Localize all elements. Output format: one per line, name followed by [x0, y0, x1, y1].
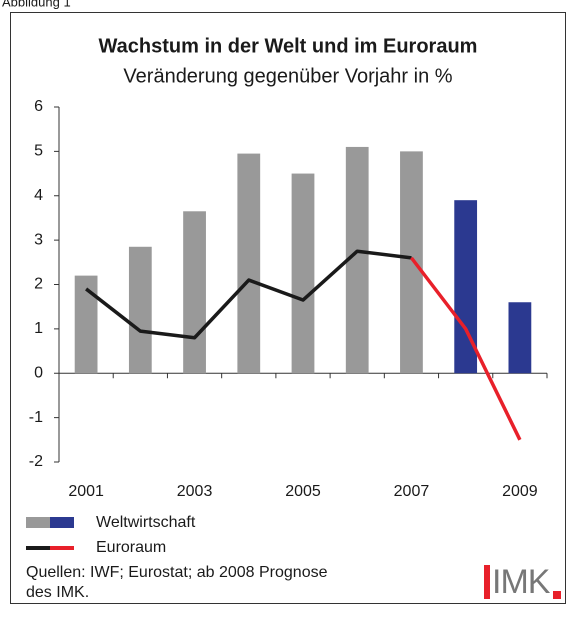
y-tick-label: 6 — [34, 98, 43, 115]
x-tick-label: 2003 — [177, 483, 213, 500]
bar — [508, 302, 532, 374]
legend-label: Euroraum — [96, 539, 166, 556]
frame — [10, 12, 566, 604]
bar — [128, 246, 152, 374]
logo: IMK — [484, 563, 561, 601]
bar — [454, 200, 478, 374]
y-tick-label: 5 — [34, 143, 43, 160]
source: des IMK. — [26, 584, 89, 601]
x-tick-label: 2007 — [394, 483, 430, 500]
bar — [345, 146, 369, 374]
y-tick-label: 4 — [34, 187, 43, 204]
bar — [400, 151, 423, 374]
x-tick-label: 2009 — [502, 483, 538, 500]
y-tick-label: 2 — [34, 276, 43, 293]
line — [410, 256, 522, 441]
legend-label: Weltwirtschaft — [96, 514, 196, 531]
logo-bar — [484, 565, 490, 599]
chart-subtitle: Veränderung gegenüber Vorjahr in % — [123, 65, 452, 87]
caption: Abbildung 1 — [2, 0, 71, 9]
y-tick-label: 3 — [34, 231, 43, 248]
logo-dot — [553, 591, 561, 599]
y-tick-label: 1 — [34, 320, 43, 337]
chart-title: Wachstum in der Welt und im Euroraum — [99, 35, 478, 57]
bar — [291, 173, 315, 374]
y-tick-label: 0 — [34, 364, 43, 381]
line — [85, 249, 412, 340]
legend-swatch — [50, 517, 74, 528]
legend: Weltwirtschaft Euroraum — [26, 514, 196, 556]
logo-text: IMK — [492, 563, 551, 601]
source: Quellen: IWF; Eurostat; ab 2008 Prognose — [26, 564, 328, 581]
x-tick-label: 2001 — [68, 483, 104, 500]
y-tick-label: -2 — [29, 453, 43, 470]
bar — [74, 275, 98, 374]
bar — [237, 153, 261, 374]
legend-swatch — [26, 517, 50, 528]
bar — [183, 211, 206, 374]
y-tick-label: -1 — [29, 409, 43, 426]
x-tick-label: 2005 — [285, 483, 321, 500]
